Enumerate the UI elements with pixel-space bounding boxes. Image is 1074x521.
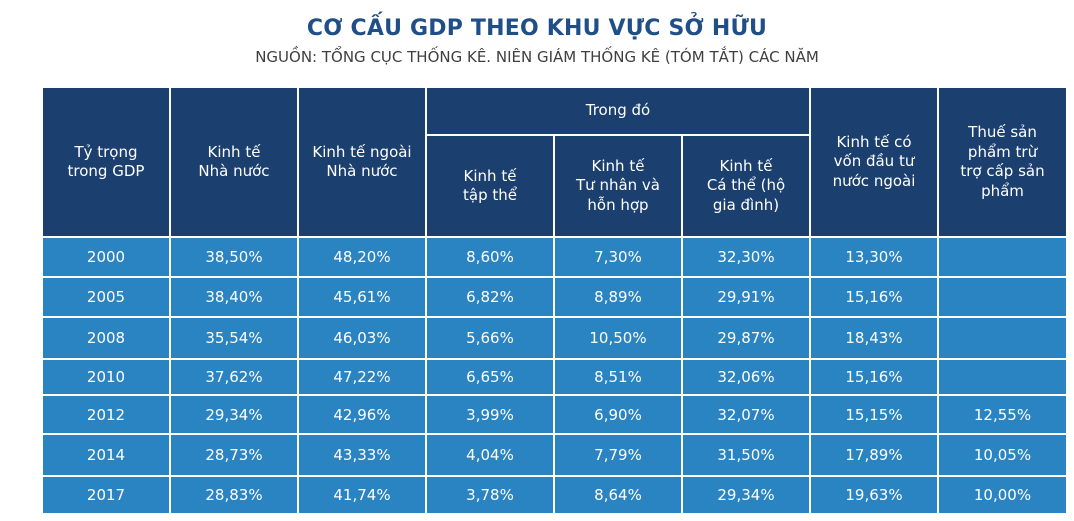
header-group-label: Trong đó (585, 101, 651, 120)
chart-subtitle: NGUỒN: TỔNG CỤC THỐNG KÊ. NIÊN GIÁM THỐN… (255, 48, 819, 66)
table-cell: 7,79% (555, 435, 681, 475)
table-cell: 29,91% (683, 278, 809, 316)
table-cell: 31,50% (683, 435, 809, 475)
row-year-cell: 2000 (43, 238, 169, 276)
table-cell: 28,83% (171, 477, 297, 513)
table-cell: 17,89% (811, 435, 937, 475)
header-tax-label: Thuế sản phẩm trừ trợ cấp sản phẩm (960, 123, 1045, 200)
table-cell: 7,30% (555, 238, 681, 276)
table-cell: 13,30% (811, 238, 937, 276)
table-cell: 4,04% (427, 435, 553, 475)
table-cell: 29,87% (683, 318, 809, 358)
table-cell: 8,60% (427, 238, 553, 276)
row-year-cell: 2010 (43, 360, 169, 394)
table-cell (939, 318, 1066, 358)
table-cell: 38,40% (171, 278, 297, 316)
table-cell: 42,96% (299, 396, 425, 433)
table-cell: 41,74% (299, 477, 425, 513)
table-cell: 28,73% (171, 435, 297, 475)
table-cell: 45,61% (299, 278, 425, 316)
header-non-state-label: Kinh tế ngoài Nhà nước (312, 142, 412, 181)
table-cell (939, 360, 1066, 394)
table-cell: 10,50% (555, 318, 681, 358)
table-cell: 29,34% (683, 477, 809, 513)
table-cell: 47,22% (299, 360, 425, 394)
table-cell: 35,54% (171, 318, 297, 358)
header-fdi: Kinh tế có vốn đầu tư nước ngoài (811, 88, 937, 236)
header-tax: Thuế sản phẩm trừ trợ cấp sản phẩm (939, 88, 1066, 236)
header-state: Kinh tế Nhà nước (171, 88, 297, 236)
row-year-cell: 2017 (43, 477, 169, 513)
table-cell: 10,00% (939, 477, 1066, 513)
table-cell: 12,55% (939, 396, 1066, 433)
row-year-cell: 2012 (43, 396, 169, 433)
header-fdi-label: Kinh tế có vốn đầu tư nước ngoài (832, 132, 916, 190)
table-cell (939, 238, 1066, 276)
table-cell: 46,03% (299, 318, 425, 358)
header-private: Kinh tế Tư nhân và hỗn hợp (555, 136, 681, 236)
table-cell: 48,20% (299, 238, 425, 276)
header-collective: Kinh tế tập thể (427, 136, 553, 236)
chart-title: CƠ CẤU GDP THEO KHU VỰC SỞ HỮU (306, 16, 768, 41)
header-state-label: Kinh tế Nhà nước (198, 142, 270, 181)
table-cell: 29,34% (171, 396, 297, 433)
header-year-label: Tỷ trọng trong GDP (67, 142, 145, 181)
table-cell: 6,65% (427, 360, 553, 394)
table-cell: 32,07% (683, 396, 809, 433)
table-cell (939, 278, 1066, 316)
table-cell: 10,05% (939, 435, 1066, 475)
table-cell: 43,33% (299, 435, 425, 475)
header-collective-label: Kinh tế tập thể (463, 166, 517, 205)
header-private-label: Kinh tế Tư nhân và hỗn hợp (576, 156, 660, 214)
table-cell: 8,64% (555, 477, 681, 513)
table-cell: 38,50% (171, 238, 297, 276)
table-cell: 6,90% (555, 396, 681, 433)
header-non-state: Kinh tế ngoài Nhà nước (299, 88, 425, 236)
table-cell: 18,43% (811, 318, 937, 358)
table-cell: 6,82% (427, 278, 553, 316)
row-year-cell: 2014 (43, 435, 169, 475)
table-cell: 32,06% (683, 360, 809, 394)
header-household-label: Kinh tế Cá thể (hộ gia đình) (706, 156, 786, 214)
table-cell: 15,15% (811, 396, 937, 433)
table-cell: 5,66% (427, 318, 553, 358)
table-cell: 3,78% (427, 477, 553, 513)
gdp-table: Tỷ trọng trong GDP Kinh tế Nhà nước Kinh… (43, 88, 1066, 513)
table-cell: 8,51% (555, 360, 681, 394)
header-year: Tỷ trọng trong GDP (43, 88, 169, 236)
table-cell: 32,30% (683, 238, 809, 276)
header-household: Kinh tế Cá thể (hộ gia đình) (683, 136, 809, 236)
table-cell: 8,89% (555, 278, 681, 316)
row-year-cell: 2008 (43, 318, 169, 358)
header-group: Trong đó (427, 88, 809, 134)
table-cell: 15,16% (811, 360, 937, 394)
table-cell: 15,16% (811, 278, 937, 316)
table-cell: 19,63% (811, 477, 937, 513)
row-year-cell: 2005 (43, 278, 169, 316)
table-cell: 37,62% (171, 360, 297, 394)
table-cell: 3,99% (427, 396, 553, 433)
